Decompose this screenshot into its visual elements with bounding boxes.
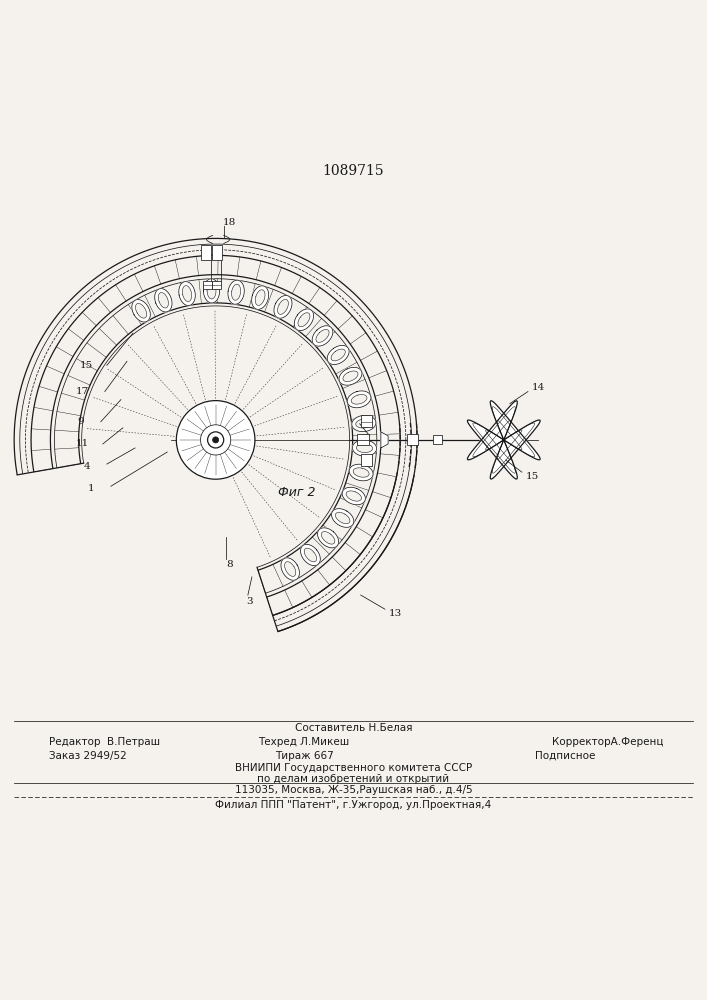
Polygon shape: [352, 440, 377, 456]
Polygon shape: [332, 509, 354, 527]
Polygon shape: [132, 300, 151, 322]
FancyBboxPatch shape: [356, 434, 369, 445]
Text: 113035, Москва, Ж-35,Раушская наб., д.4/5: 113035, Москва, Ж-35,Раушская наб., д.4/…: [235, 785, 472, 795]
Text: Тираж 667: Тираж 667: [274, 751, 334, 761]
Polygon shape: [255, 290, 265, 305]
Polygon shape: [298, 313, 310, 327]
Text: Подписное: Подписное: [535, 751, 596, 761]
Polygon shape: [158, 293, 168, 308]
Text: Филиал ППП "Патент", г.Ужгород, ул.Проектная,4: Филиал ППП "Патент", г.Ужгород, ул.Проек…: [216, 800, 491, 810]
Polygon shape: [331, 349, 345, 361]
FancyBboxPatch shape: [361, 454, 372, 466]
Text: 13: 13: [388, 609, 402, 618]
Polygon shape: [339, 367, 362, 385]
Polygon shape: [327, 345, 349, 364]
Polygon shape: [274, 295, 292, 318]
FancyBboxPatch shape: [433, 435, 443, 444]
FancyBboxPatch shape: [201, 245, 211, 260]
Text: Заказ 2949/52: Заказ 2949/52: [49, 751, 127, 761]
Polygon shape: [342, 487, 366, 505]
Text: 15: 15: [80, 361, 93, 370]
Polygon shape: [356, 419, 372, 428]
Circle shape: [208, 432, 223, 448]
Circle shape: [213, 437, 218, 443]
Polygon shape: [285, 562, 296, 576]
Polygon shape: [281, 558, 300, 580]
Polygon shape: [322, 532, 335, 544]
Circle shape: [176, 401, 255, 479]
Polygon shape: [381, 432, 388, 448]
Text: ВНИИПИ Государственного комитета СССР: ВНИИПИ Государственного комитета СССР: [235, 763, 472, 773]
Polygon shape: [351, 395, 367, 404]
Polygon shape: [304, 548, 317, 562]
Polygon shape: [312, 326, 333, 346]
Text: 4: 4: [83, 462, 90, 471]
Polygon shape: [179, 282, 195, 306]
Polygon shape: [228, 280, 244, 304]
Text: 8: 8: [226, 560, 233, 569]
Text: Редактор  В.Петраш: Редактор В.Петраш: [49, 737, 160, 747]
Text: 14: 14: [532, 383, 544, 392]
Polygon shape: [352, 415, 376, 432]
Polygon shape: [317, 528, 339, 548]
Text: 9: 9: [77, 417, 84, 426]
Polygon shape: [278, 299, 288, 314]
FancyBboxPatch shape: [211, 281, 221, 289]
Polygon shape: [182, 286, 192, 302]
Text: 1: 1: [88, 484, 94, 493]
Text: 3: 3: [247, 597, 253, 606]
Text: 17: 17: [76, 387, 89, 396]
Text: КорректорА.Ференц: КорректорА.Ференц: [552, 737, 664, 747]
Polygon shape: [356, 444, 373, 453]
Polygon shape: [207, 283, 216, 299]
Text: Составитель Н.Белая: Составитель Н.Белая: [295, 723, 412, 733]
Polygon shape: [467, 401, 540, 479]
Polygon shape: [294, 309, 314, 331]
Polygon shape: [349, 464, 373, 481]
FancyBboxPatch shape: [407, 434, 418, 445]
FancyBboxPatch shape: [203, 281, 212, 289]
Text: 11: 11: [76, 439, 89, 448]
Polygon shape: [354, 468, 369, 477]
Circle shape: [201, 425, 230, 455]
Polygon shape: [204, 279, 220, 303]
Text: Техред Л.Микеш: Техред Л.Микеш: [258, 737, 350, 747]
FancyBboxPatch shape: [361, 415, 372, 427]
Polygon shape: [343, 371, 358, 382]
Polygon shape: [232, 284, 240, 300]
Polygon shape: [136, 303, 146, 318]
Polygon shape: [335, 512, 350, 524]
FancyBboxPatch shape: [212, 245, 223, 260]
Polygon shape: [316, 329, 329, 342]
Text: 1089715: 1089715: [322, 164, 385, 178]
Polygon shape: [300, 544, 320, 566]
Polygon shape: [347, 391, 371, 408]
Polygon shape: [346, 491, 361, 501]
Text: по делам изобретений и открытий: по делам изобретений и открытий: [257, 774, 450, 784]
Polygon shape: [252, 286, 269, 309]
Polygon shape: [155, 289, 172, 312]
Text: Фиг 2: Фиг 2: [278, 486, 316, 499]
Text: 18: 18: [223, 218, 236, 227]
Text: 15: 15: [525, 472, 539, 481]
Polygon shape: [467, 401, 540, 479]
